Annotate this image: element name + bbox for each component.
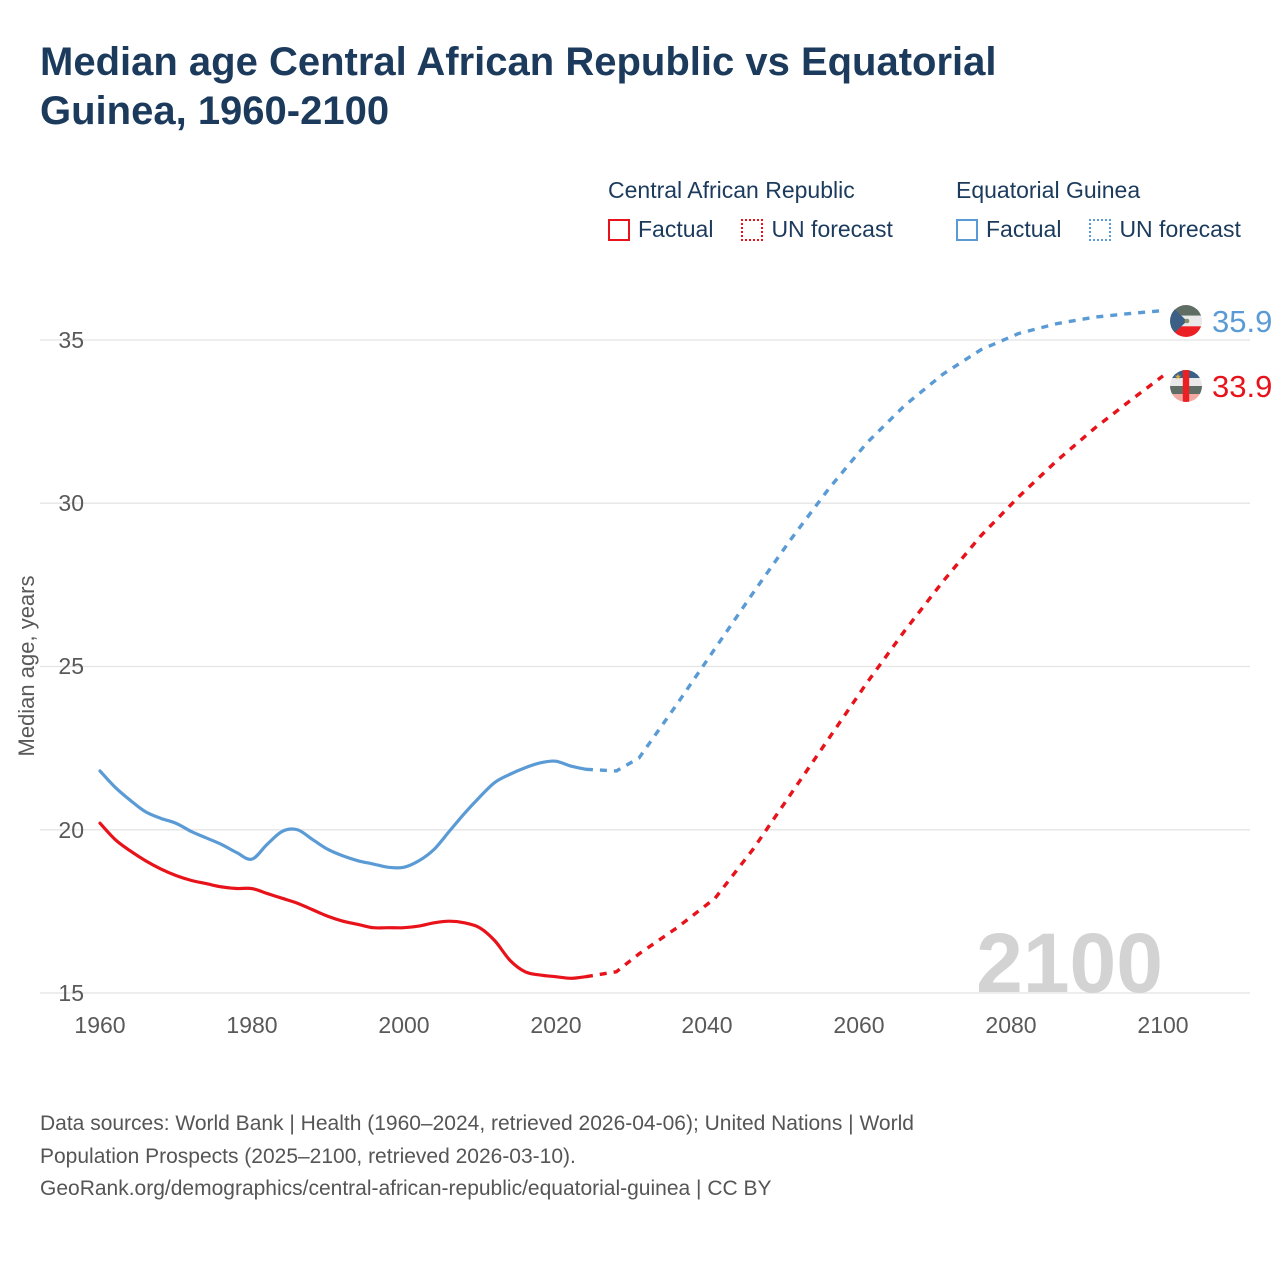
svg-text:2020: 2020 [530,1012,581,1038]
svg-text:Median age, years: Median age, years [14,576,39,757]
svg-text:15: 15 [58,980,84,1006]
svg-text:35.9: 35.9 [1212,304,1272,339]
svg-text:2040: 2040 [681,1012,732,1038]
svg-text:2080: 2080 [985,1012,1036,1038]
svg-text:35: 35 [58,327,84,353]
svg-text:33.9: 33.9 [1212,369,1272,404]
svg-text:1980: 1980 [226,1012,277,1038]
svg-text:30: 30 [58,490,84,516]
svg-text:2100: 2100 [1137,1012,1188,1038]
svg-text:2100: 2100 [976,916,1163,1010]
svg-text:2060: 2060 [833,1012,884,1038]
svg-text:25: 25 [58,653,84,679]
svg-text:20: 20 [58,817,84,843]
svg-text:2000: 2000 [378,1012,429,1038]
svg-text:1960: 1960 [74,1012,125,1038]
